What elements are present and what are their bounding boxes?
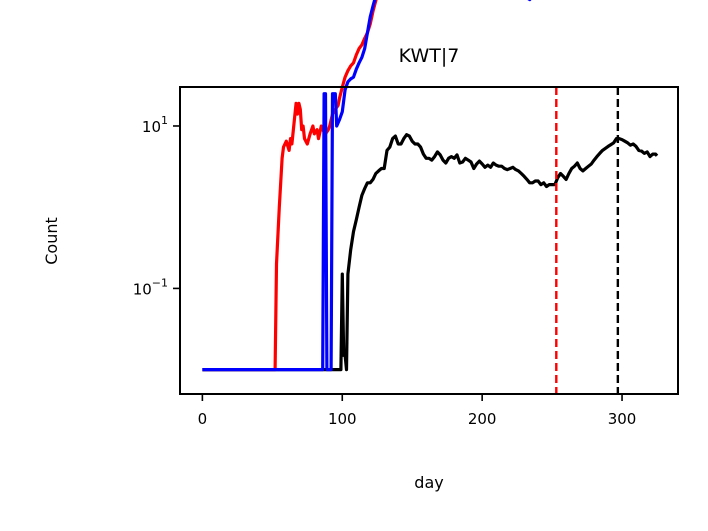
x-tick-label-3: 300 bbox=[608, 410, 637, 428]
x-tick-label-2: 200 bbox=[468, 410, 497, 428]
y-tick-label-1: 101 bbox=[142, 114, 168, 136]
plot-frame bbox=[179, 86, 679, 395]
y-axis: 10310110−1 bbox=[133, 114, 180, 298]
series-layer bbox=[202, 0, 659, 372]
series-line-0 bbox=[202, 0, 378, 372]
y-axis-label: Count bbox=[42, 217, 61, 265]
x-tick-label-0: 0 bbox=[198, 410, 208, 428]
vline-layer bbox=[555, 87, 620, 394]
series-line-2 bbox=[202, 0, 532, 372]
x-axis: 0 100 200 300 bbox=[198, 394, 637, 428]
x-tick-label-1: 100 bbox=[328, 410, 357, 428]
y-tick-label-2: 10−1 bbox=[133, 276, 168, 298]
series-line-1 bbox=[202, 133, 659, 372]
x-axis-label: day bbox=[414, 473, 443, 492]
chart-title: KWT|7 bbox=[399, 45, 460, 67]
